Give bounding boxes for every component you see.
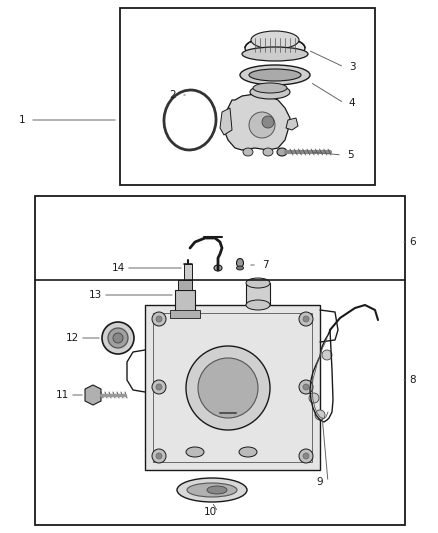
Ellipse shape [263,148,273,156]
Text: 9: 9 [317,477,323,487]
Bar [170,310,200,318]
Ellipse shape [237,266,244,270]
Circle shape [303,316,309,322]
Circle shape [152,312,166,326]
Circle shape [108,328,128,348]
Text: 2: 2 [170,90,177,100]
Polygon shape [85,385,101,405]
Ellipse shape [186,447,204,457]
Ellipse shape [262,116,274,128]
Ellipse shape [214,265,222,271]
Circle shape [303,453,309,459]
Ellipse shape [250,85,290,99]
Bar [120,8,375,185]
Circle shape [156,453,162,459]
Ellipse shape [240,65,310,85]
Ellipse shape [243,148,253,156]
Text: 3: 3 [349,62,355,72]
Ellipse shape [239,447,257,457]
Ellipse shape [187,483,237,497]
Text: 5: 5 [347,150,353,160]
Ellipse shape [207,486,227,494]
Polygon shape [286,118,298,130]
Bar [153,313,312,462]
Circle shape [156,384,162,390]
Text: 12: 12 [65,333,79,343]
Circle shape [102,322,134,354]
Text: 11: 11 [55,390,69,400]
Circle shape [322,350,332,360]
Ellipse shape [245,37,305,59]
Bar [175,290,195,316]
Circle shape [299,449,313,463]
Bar [184,264,192,280]
Circle shape [309,393,319,403]
Ellipse shape [251,31,299,49]
Circle shape [303,384,309,390]
Circle shape [113,333,123,343]
Ellipse shape [277,148,287,156]
Ellipse shape [253,83,287,93]
Polygon shape [220,108,232,135]
Circle shape [156,316,162,322]
Text: 1: 1 [19,115,25,125]
Polygon shape [224,94,290,150]
Ellipse shape [177,478,247,502]
Text: 6: 6 [410,237,416,247]
Text: 4: 4 [349,98,355,108]
Circle shape [299,312,313,326]
Circle shape [299,380,313,394]
Ellipse shape [249,69,301,81]
Ellipse shape [237,259,244,268]
Ellipse shape [249,112,275,138]
Ellipse shape [246,300,270,310]
Bar [145,305,320,470]
Text: 14: 14 [111,263,125,273]
Ellipse shape [246,278,270,288]
Text: 13: 13 [88,290,102,300]
Text: 10: 10 [203,507,216,517]
Circle shape [186,346,270,430]
Bar [246,283,270,305]
Circle shape [315,410,325,420]
Bar [35,196,405,525]
Circle shape [152,449,166,463]
Circle shape [152,380,166,394]
Bar [178,280,192,290]
Ellipse shape [242,47,308,61]
Text: 8: 8 [410,375,416,385]
Circle shape [198,358,258,418]
Text: 7: 7 [261,260,268,270]
